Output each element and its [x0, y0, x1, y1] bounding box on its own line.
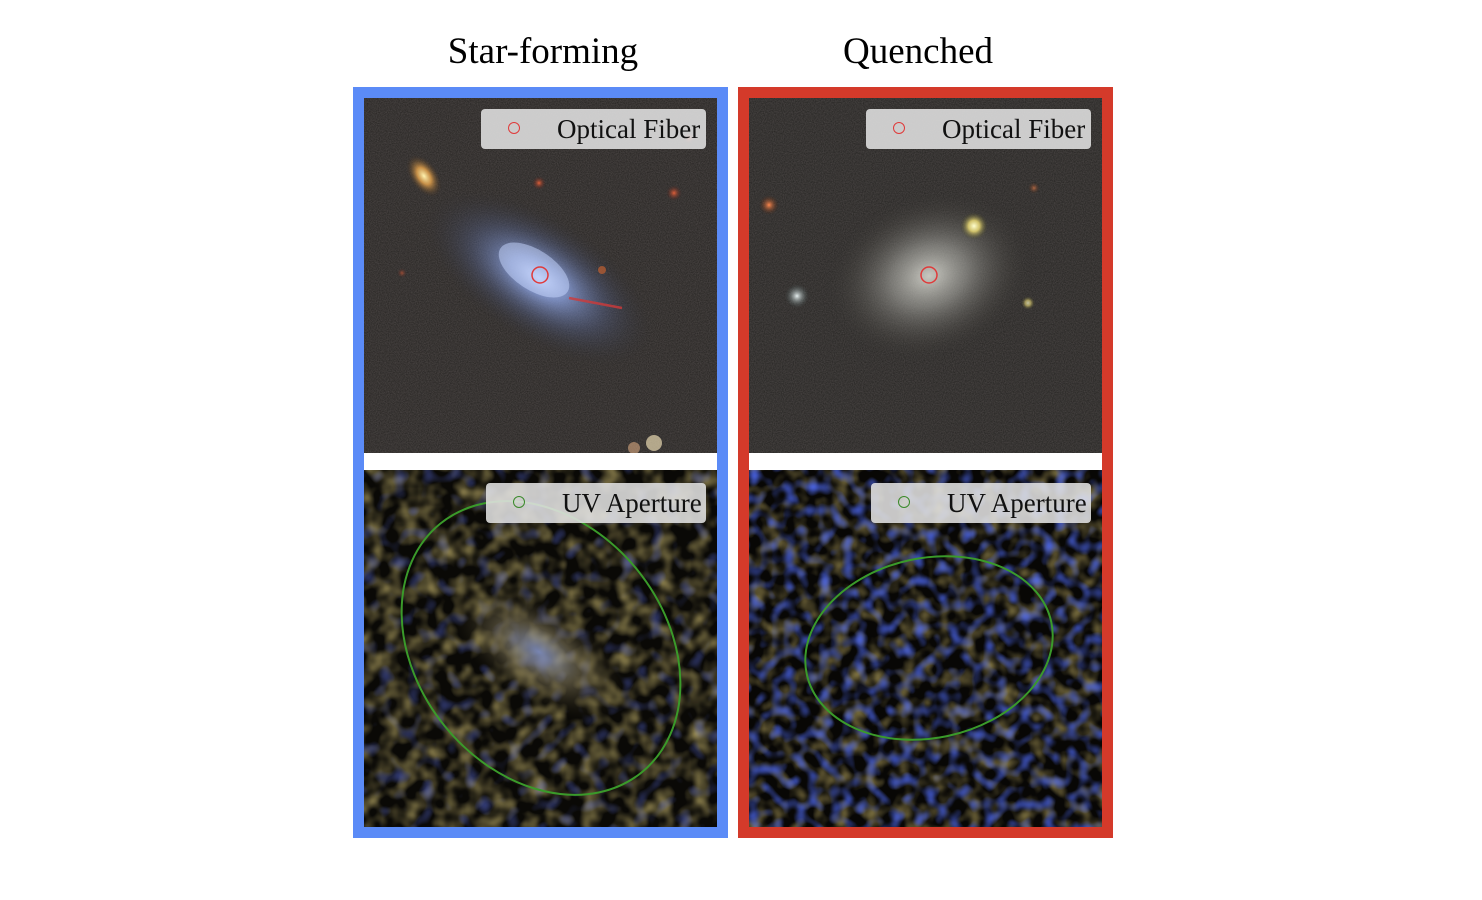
- quenched-frame: Optical Fiber UV Aperture: [738, 87, 1113, 838]
- green-circle-marker-icon: [898, 496, 910, 508]
- quenched-optical-image: Optical Fiber: [749, 98, 1102, 453]
- star-forming-frame: Optical Fiber: [353, 87, 728, 838]
- uv-aperture-label: UV Aperture: [947, 487, 1087, 518]
- optical-fiber-legend: Optical Fiber: [866, 109, 1091, 149]
- uv-aperture-label: UV Aperture: [562, 487, 702, 518]
- optical-fiber-label: Optical Fiber: [942, 113, 1086, 144]
- optical-fiber-label: Optical Fiber: [557, 113, 701, 144]
- star-forming-optical-image: Optical Fiber: [364, 98, 717, 453]
- title-quenched: Quenched: [843, 31, 993, 72]
- quenched-uv-image: UV Aperture: [749, 470, 1102, 827]
- star-forming-uv-image: UV Aperture: [364, 470, 717, 827]
- red-circle-marker-icon: [508, 122, 520, 134]
- red-circle-marker-icon: [893, 122, 905, 134]
- uv-aperture-legend: UV Aperture: [486, 483, 706, 523]
- uv-aperture-legend: UV Aperture: [871, 483, 1091, 523]
- title-star-forming: Star-forming: [447, 31, 639, 72]
- optical-fiber-legend: Optical Fiber: [481, 109, 706, 149]
- green-circle-marker-icon: [513, 496, 525, 508]
